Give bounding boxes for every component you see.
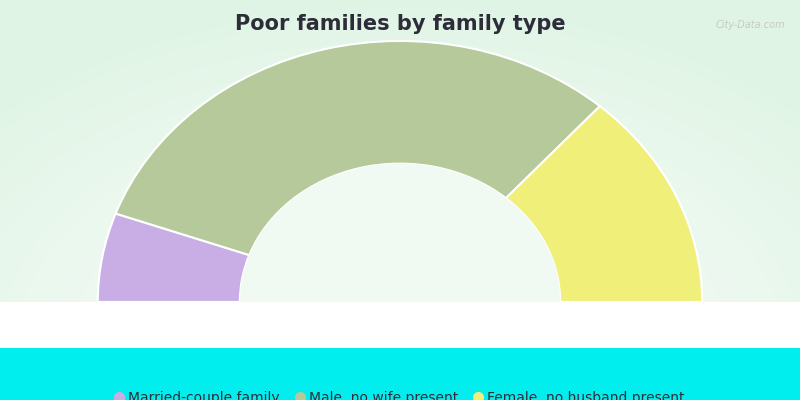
Wedge shape [506,106,702,302]
Wedge shape [98,214,250,302]
Wedge shape [116,41,600,255]
Text: Poor families by family type: Poor families by family type [234,14,566,34]
Bar [0,302,800,348]
Text: City-Data.com: City-Data.com [715,20,785,30]
Wedge shape [240,164,560,302]
Legend: Married-couple family, Male, no wife present, Female, no husband present: Married-couple family, Male, no wife pre… [110,386,690,400]
